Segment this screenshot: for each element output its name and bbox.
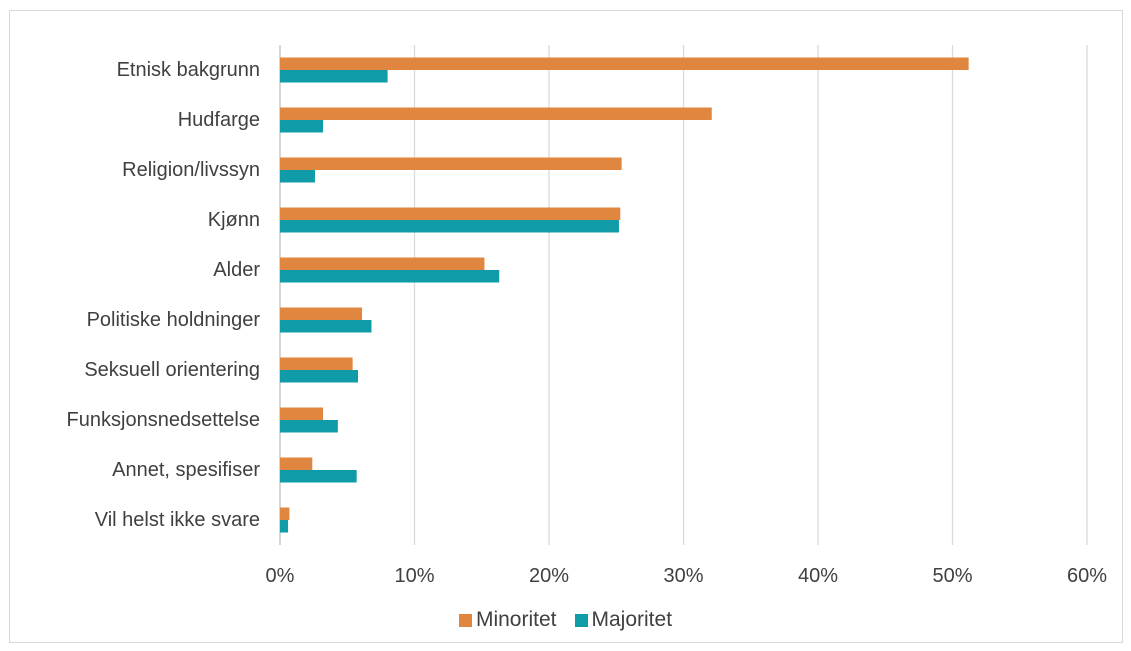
category-labels: Etnisk bakgrunn Hudfarge Religion/livssyn K… [67, 59, 261, 531]
bar-minoritet-4 [280, 257, 485, 270]
category-label-2: Religion/livssyn [122, 159, 260, 181]
x-tick-label-2: 20% [529, 565, 569, 587]
bar-minoritet-2 [280, 157, 622, 170]
category-label-0: Etnisk bakgrunn [117, 59, 260, 81]
category-label-1: Hudfarge [178, 109, 260, 131]
bar-majoritet-2 [280, 170, 315, 183]
legend-item-minoritet: Minoritet [458, 608, 557, 632]
bar-minoritet-1 [280, 107, 712, 120]
bar-minoritet-6 [280, 357, 353, 370]
legend-label-majoritet: Majoritet [591, 608, 673, 631]
bar-majoritet-6 [280, 370, 359, 383]
category-label-7: Funksjonsnedsettelse [67, 409, 260, 431]
category-label-9: Vil helst ikke svare [95, 509, 260, 531]
category-label-8: Annet, spesifiser [112, 459, 260, 481]
bar-majoritet-1 [280, 120, 324, 133]
bar-minoritet-0 [280, 57, 969, 70]
bar-minoritet-5 [280, 307, 363, 320]
legend-swatch-minoritet [458, 613, 472, 627]
category-label-6: Seksuell orientering [84, 359, 260, 381]
bar-minoritet-3 [280, 207, 621, 220]
bar-majoritet-9 [280, 520, 289, 533]
bar-minoritet-7 [280, 407, 324, 420]
x-tick-label-4: 40% [798, 565, 838, 587]
x-tick-label-1: 10% [394, 565, 434, 587]
bar-majoritet-4 [280, 270, 500, 283]
legend-label-minoritet: Minoritet [475, 608, 557, 631]
legend: Minoritet Majoritet [0, 608, 1131, 632]
category-label-3: Kjønn [208, 209, 260, 231]
x-tick-labels: 0% 10% 20% 30% 40% 50% 60% [266, 565, 1108, 587]
bar-minoritet-8 [280, 457, 313, 470]
bar-majoritet-7 [280, 420, 338, 433]
category-label-5: Politiske holdninger [87, 309, 261, 331]
x-tick-label-3: 30% [663, 565, 703, 587]
legend-item-majoritet: Majoritet [574, 608, 673, 632]
x-tick-label-0: 0% [266, 565, 295, 587]
bar-majoritet-8 [280, 470, 357, 483]
legend-swatch-majoritet [574, 613, 588, 627]
bar-majoritet-3 [280, 220, 619, 233]
bar-majoritet-5 [280, 320, 372, 333]
bar-majoritet-0 [280, 70, 388, 83]
category-label-4: Alder [213, 259, 260, 281]
x-tick-label-5: 50% [932, 565, 972, 587]
bars [280, 57, 969, 533]
bar-minoritet-9 [280, 507, 290, 520]
x-tick-label-6: 60% [1067, 565, 1107, 587]
